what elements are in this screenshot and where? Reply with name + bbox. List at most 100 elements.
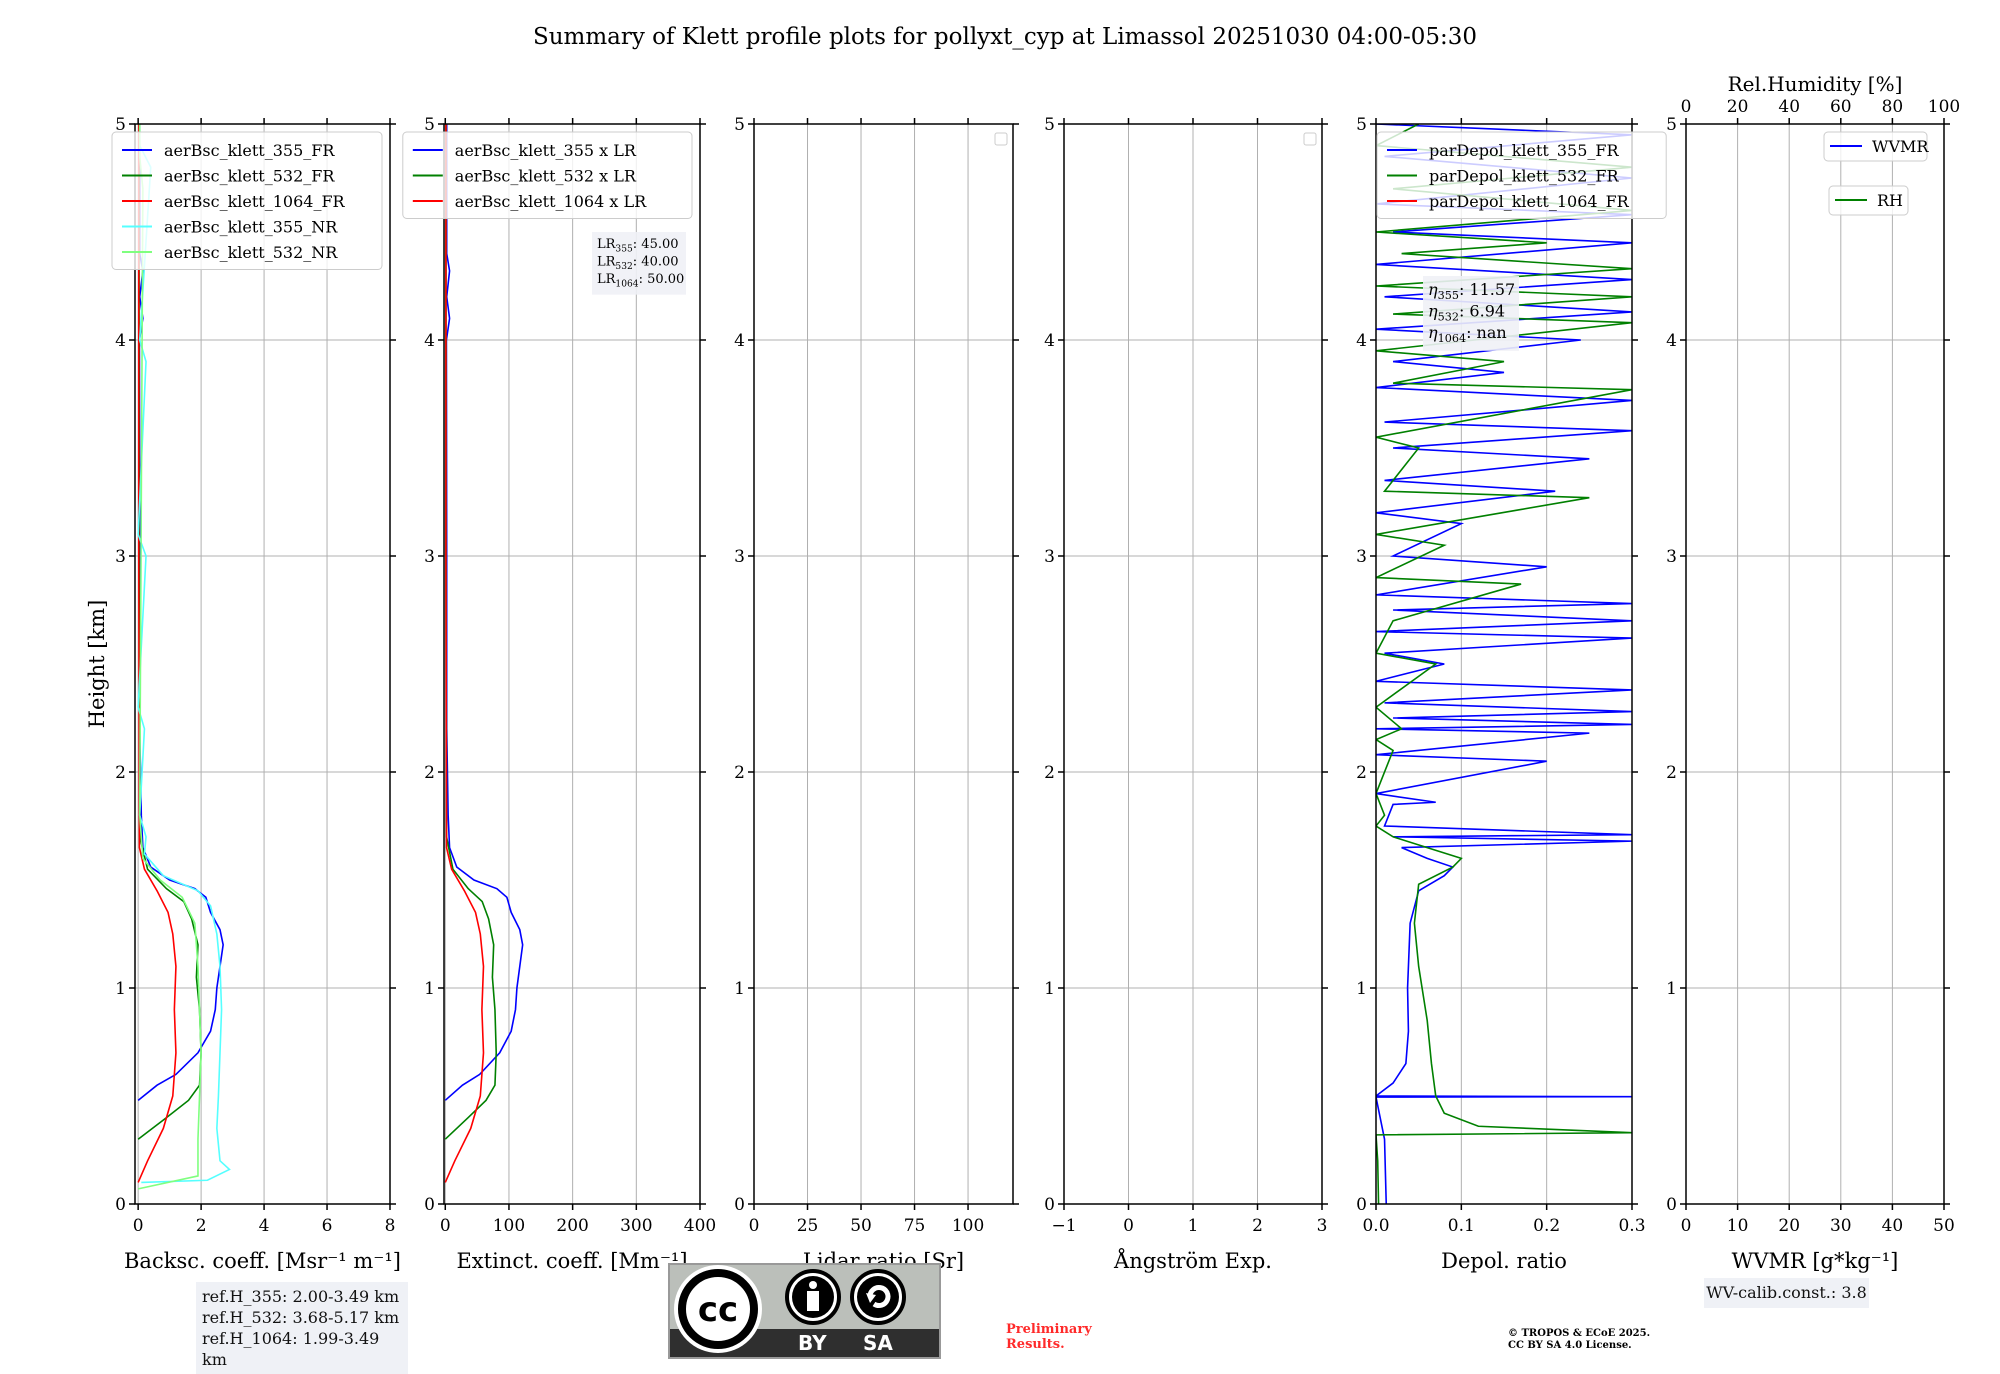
top-x-tick-label: 20 <box>1727 97 1749 117</box>
empty-legend-box <box>994 132 1008 146</box>
y-tick-label: 3 <box>734 547 745 567</box>
x-tick-label: 400 <box>684 1216 716 1236</box>
x-tick-label: 0.0 <box>1362 1216 1389 1236</box>
ref-height-532: ref.H_532: 3.68-5.17 km <box>202 1308 400 1327</box>
lidar-ratio-1064: LR1064: 50.00 <box>597 272 684 289</box>
copyright-line-1: © TROPOS & ECoE 2025. <box>1508 1328 1651 1339</box>
y-tick-label: 3 <box>424 547 435 567</box>
legend-box-WVMR <box>1823 131 1928 162</box>
y-tick-label: 4 <box>1666 331 1677 351</box>
preliminary-line-2: Results. <box>1006 1337 1065 1352</box>
series-line-aerBsc_klett_1064 x LR <box>444 124 485 1183</box>
y-tick-label: 5 <box>1356 115 1367 135</box>
x-tick-label: 2 <box>1252 1216 1263 1236</box>
legend: aerBsc_klett_355_FR aerBsc_klett_532_FRae… <box>111 131 383 270</box>
x-axis-label: Extinct. coeff. [Mm⁻¹] <box>456 1249 687 1273</box>
x-tick-label: 10 <box>1727 1216 1749 1236</box>
figure-title: Summary of Klett profile plots for polly… <box>533 24 1477 50</box>
wv-calibration-constant: WV-calib.const.: 3.8 <box>1704 1278 1869 1308</box>
x-tick-label: 200 <box>556 1216 588 1236</box>
x-tick-label: 0 <box>1681 1216 1692 1236</box>
y-tick-label: 2 <box>1044 763 1055 783</box>
x-tick-label: 100 <box>493 1216 525 1236</box>
x-axis-label: Ångström Exp. <box>1113 1248 1272 1273</box>
x-tick-label: −1 <box>1051 1216 1076 1236</box>
y-tick-label: 2 <box>734 763 745 783</box>
top-x-tick-label: 100 <box>1928 97 1960 117</box>
series-line-aerBsc_klett_532 x LR <box>444 124 498 1140</box>
cc-icons: cc <box>674 1265 906 1353</box>
legend-box <box>402 131 693 219</box>
series-line-parDepol_klett_532_FR <box>1376 124 1632 1204</box>
y-tick-label: 4 <box>734 331 745 351</box>
y-tick-label: 5 <box>1044 115 1055 135</box>
y-tick-label: 5 <box>424 115 435 135</box>
info-box-bg <box>1423 276 1519 351</box>
y-tick-label: 0 <box>1044 1195 1055 1215</box>
x-tick-label: 0.3 <box>1618 1216 1645 1236</box>
series-line-aerBsc_klett_355_FR <box>137 124 224 1101</box>
reference-heights-box: ref.H_355: 2.00-3.49 km ref.H_532: 3.68-… <box>196 1282 408 1374</box>
lidar-ratio-355: LR355: 45.00 <box>597 237 679 254</box>
x-axis-label: Depol. ratio <box>1441 1249 1567 1273</box>
y-tick-label: 5 <box>734 115 745 135</box>
x-tick-label: 0.2 <box>1533 1216 1560 1236</box>
y-tick-label: 5 <box>1666 115 1677 135</box>
cc-by-sa-license-logo: cc BY SA <box>668 1263 941 1359</box>
legend: aerBsc_klett_355 x LR aerBsc_klett_532 x … <box>402 131 693 219</box>
y-tick-label: 4 <box>115 331 126 351</box>
x-tick-label: 0 <box>133 1216 144 1236</box>
x-axis-label: WVMR [g*kg⁻¹] <box>1732 1249 1899 1273</box>
x-tick-label: 50 <box>1933 1216 1955 1236</box>
axes-frame <box>753 123 1014 1205</box>
eta-355: η355: 11.57 <box>1428 280 1515 302</box>
y-tick-label: 1 <box>115 979 126 999</box>
legend-label: parDepol_klett_355_FR <box>1429 141 1620 160</box>
info-box-bg <box>592 232 686 295</box>
y-tick-label: 0 <box>424 1195 435 1215</box>
ref-height-1064: ref.H_1064: 1.99-3.49 km <box>202 1329 380 1369</box>
y-tick-label: 1 <box>1044 979 1055 999</box>
panel-wvmr: 0 10 20 30 40 50 0 1 2 3 4 5 WVMR [g*kg⁻¹] 0 20 40 60 80 1… <box>1666 72 1960 1273</box>
copyright-notice: © TROPOS & ECoE 2025. CC BY SA 4.0 Licen… <box>1508 1328 1650 1352</box>
empty-legend-box <box>1303 132 1317 146</box>
top-x-tick-label: 80 <box>1882 97 1904 117</box>
x-tick-label: 30 <box>1830 1216 1852 1236</box>
y-tick-label: 4 <box>1044 331 1055 351</box>
legend-label: aerBsc_klett_532 x LR <box>455 167 637 186</box>
copyright-line-2: CC BY SA 4.0 License. <box>1508 1340 1632 1351</box>
legend-label: RH <box>1877 191 1903 210</box>
x-tick-label: 0 <box>440 1216 451 1236</box>
y-tick-label: 2 <box>1666 763 1677 783</box>
series-line-aerBsc_klett_355_NR <box>137 124 231 1184</box>
x-tick-label: 0.1 <box>1448 1216 1475 1236</box>
y-tick-label: 3 <box>1044 547 1055 567</box>
y-tick-label: 1 <box>734 979 745 999</box>
y-tick-label: 0 <box>1666 1195 1677 1215</box>
x-tick-label: 6 <box>322 1216 333 1236</box>
legend-label: parDepol_klett_532_FR <box>1429 167 1620 186</box>
series-line-aerBsc_klett_355 x LR <box>444 124 524 1101</box>
x-tick-label: 0 <box>1123 1216 1134 1236</box>
x-tick-label: 300 <box>620 1216 652 1236</box>
legend-label: aerBsc_klett_355_NR <box>164 218 338 237</box>
legend-label: aerBsc_klett_355_FR <box>164 141 335 160</box>
x-tick-label: 3 <box>1317 1216 1328 1236</box>
y-tick-label: 1 <box>1666 979 1677 999</box>
panel-backscatter: 0 2 4 6 8 0 1 2 3 4 5 Backsc. coeff. [Msr⁻¹ m⁻¹] aer… <box>111 115 401 1273</box>
y-tick-label: 2 <box>424 763 435 783</box>
y-tick-label: 3 <box>1666 547 1677 567</box>
legend-label: parDepol_klett_1064_FR <box>1429 192 1630 211</box>
y-tick-label: 4 <box>424 331 435 351</box>
x-tick-label: 75 <box>904 1216 926 1236</box>
x-tick-label: 4 <box>259 1216 270 1236</box>
top-x-axis-label: Rel.Humidity [%] <box>1728 72 1903 96</box>
axes-frame <box>443 123 701 1205</box>
x-tick-label: 2 <box>196 1216 207 1236</box>
legend-box <box>111 131 383 270</box>
y-tick-label: 2 <box>1356 763 1367 783</box>
legend-label: aerBsc_klett_532_NR <box>164 243 338 262</box>
